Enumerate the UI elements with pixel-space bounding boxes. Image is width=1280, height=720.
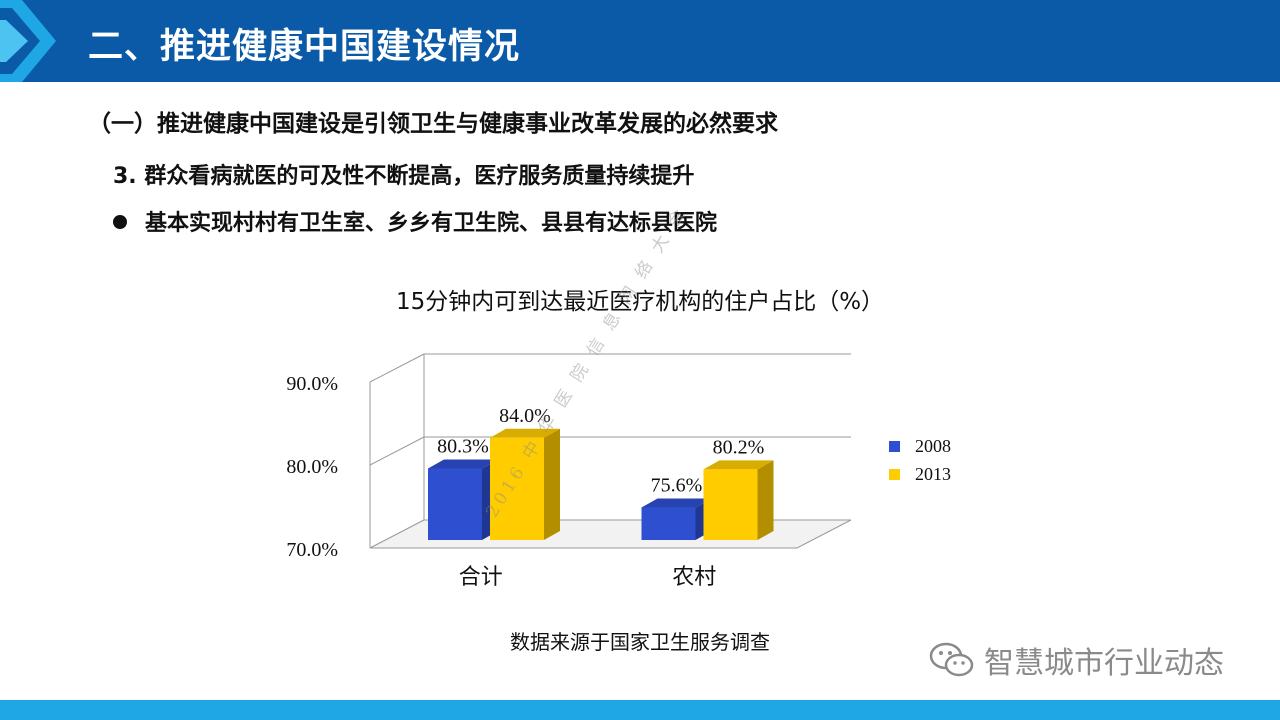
y-tick-label: 90.0% — [286, 373, 338, 395]
gridline-depth — [369, 353, 425, 383]
bar-side — [544, 428, 560, 540]
bar-2008 — [428, 468, 482, 540]
x-tick-label: 农村 — [672, 565, 716, 590]
brand-name: 智慧城市行业动态 — [984, 646, 1224, 681]
legend-label: 2013 — [915, 464, 951, 484]
page-title: 二、推进健康中国建设情况 — [88, 27, 521, 67]
data-label: 80.3% — [437, 436, 489, 458]
legend-swatch — [889, 469, 900, 480]
bar-2013 — [490, 437, 544, 540]
bar-2013 — [703, 469, 758, 540]
bar-top — [641, 498, 712, 508]
brand-watermark: 智慧城市行业动态 — [928, 640, 1224, 681]
bar-2008 — [641, 507, 696, 540]
bar-top — [703, 460, 774, 470]
bottom-bar — [0, 700, 1280, 720]
title-accent-shape — [0, 0, 56, 82]
point-text: 3. 群众看病就医的可及性不断提高，医疗服务质量持续提升 — [113, 164, 695, 189]
y-tick-label: 80.0% — [286, 456, 338, 478]
bullet-item: 基本实现村村有卫生室、乡乡有卫生院、县县有达标县医院 — [113, 205, 717, 237]
section-subtitle: （一）推进健康中国建设是引领卫生与健康事业改革发展的必然要求 — [88, 111, 778, 137]
bullet-dot-icon — [113, 215, 127, 229]
bar-side — [757, 460, 774, 540]
wechat-icon — [929, 642, 974, 677]
chart-title: 15分钟内可到达最近医疗机构的住户占比（%） — [395, 289, 885, 315]
y-tick-label: 70.0% — [286, 539, 338, 561]
bar-top — [428, 459, 498, 469]
legend-label: 2008 — [915, 436, 951, 456]
source-note: 数据来源于国家卫生服务调查 — [510, 630, 770, 654]
data-label: 80.2% — [713, 436, 765, 458]
data-label: 84.0% — [499, 405, 551, 427]
gridline-depth — [369, 436, 425, 466]
title-bar — [0, 0, 1280, 82]
data-label: 75.6% — [651, 475, 703, 497]
bullet-text: 基本实现村村有卫生室、乡乡有卫生院、县县有达标县医院 — [145, 211, 718, 236]
bar-top — [490, 428, 560, 438]
x-tick-label: 合计 — [459, 565, 503, 590]
legend-swatch — [889, 441, 900, 452]
